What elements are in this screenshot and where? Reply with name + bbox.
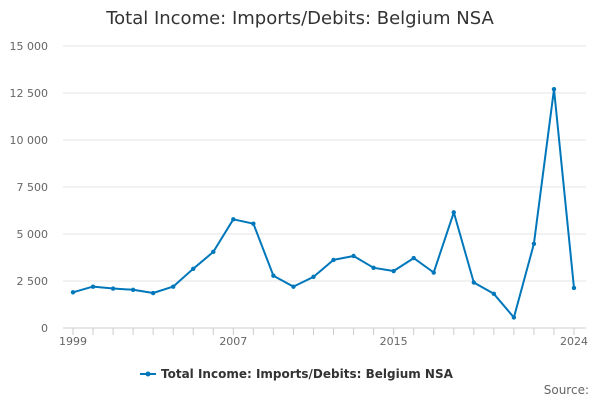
data-point[interactable] [110, 286, 116, 291]
x-tick-label: 2007 [219, 335, 247, 348]
data-point[interactable] [271, 273, 276, 278]
x-tick-label: 2015 [380, 335, 408, 348]
y-axis: 0 2 500 5 000 7 500 10 000 12 500 15 000 [10, 40, 49, 335]
data-point[interactable] [471, 280, 476, 285]
data-point[interactable] [331, 257, 336, 263]
data-point[interactable] [311, 274, 316, 280]
data-point[interactable] [231, 217, 236, 222]
data-point[interactable] [371, 265, 376, 271]
data-point[interactable] [411, 255, 416, 261]
y-tick-label: 7 500 [17, 181, 49, 194]
data-point[interactable] [251, 221, 256, 226]
data-point[interactable] [291, 284, 296, 289]
series-group [70, 87, 577, 320]
y-tick-label: 10 000 [10, 134, 49, 147]
data-point[interactable] [90, 284, 96, 289]
data-point[interactable] [130, 287, 136, 293]
data-point[interactable] [351, 253, 356, 259]
chart-title: Total Income: Imports/Debits: Belgium NS… [105, 8, 494, 29]
x-axis: 1999 2007 2015 2024 [59, 327, 588, 348]
legend[interactable]: Total Income: Imports/Debits: Belgium NS… [140, 367, 454, 381]
data-point[interactable] [171, 284, 176, 289]
data-point[interactable] [191, 266, 196, 271]
grid [63, 45, 586, 282]
y-tick-label: 15 000 [10, 40, 49, 53]
y-tick-label: 12 500 [10, 87, 49, 100]
data-point[interactable] [451, 210, 456, 215]
legend-point-marker [145, 371, 151, 377]
series-line [72, 88, 575, 319]
data-point[interactable] [70, 290, 76, 295]
x-tick-label: 2024 [560, 335, 588, 348]
data-point[interactable] [150, 290, 156, 296]
data-point[interactable] [431, 270, 436, 275]
data-point[interactable] [511, 315, 517, 320]
data-point[interactable] [491, 291, 497, 296]
source-label: Source: [544, 383, 589, 397]
y-tick-label: 0 [41, 322, 48, 335]
data-point[interactable] [391, 268, 396, 274]
legend-label: Total Income: Imports/Debits: Belgium NS… [161, 367, 454, 381]
data-point[interactable] [551, 87, 557, 92]
x-tick-label: 1999 [59, 335, 87, 348]
data-point[interactable] [571, 285, 577, 291]
data-point[interactable] [531, 241, 537, 246]
y-tick-label: 5 000 [17, 228, 49, 241]
y-tick-label: 2 500 [17, 275, 49, 288]
data-point[interactable] [211, 249, 216, 255]
